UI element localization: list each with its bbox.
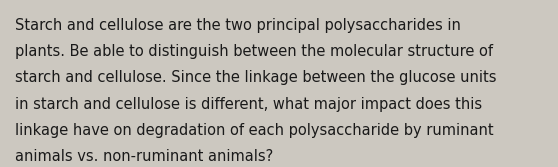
Text: starch and cellulose. Since the linkage between the glucose units: starch and cellulose. Since the linkage …: [15, 70, 497, 85]
Text: animals vs. non-ruminant animals?: animals vs. non-ruminant animals?: [15, 149, 273, 164]
Text: linkage have on degradation of each polysaccharide by ruminant: linkage have on degradation of each poly…: [15, 123, 494, 138]
Text: plants. Be able to distinguish between the molecular structure of: plants. Be able to distinguish between t…: [15, 44, 493, 59]
Text: Starch and cellulose are the two principal polysaccharides in: Starch and cellulose are the two princip…: [15, 18, 461, 33]
Text: in starch and cellulose is different, what major impact does this: in starch and cellulose is different, wh…: [15, 97, 482, 112]
